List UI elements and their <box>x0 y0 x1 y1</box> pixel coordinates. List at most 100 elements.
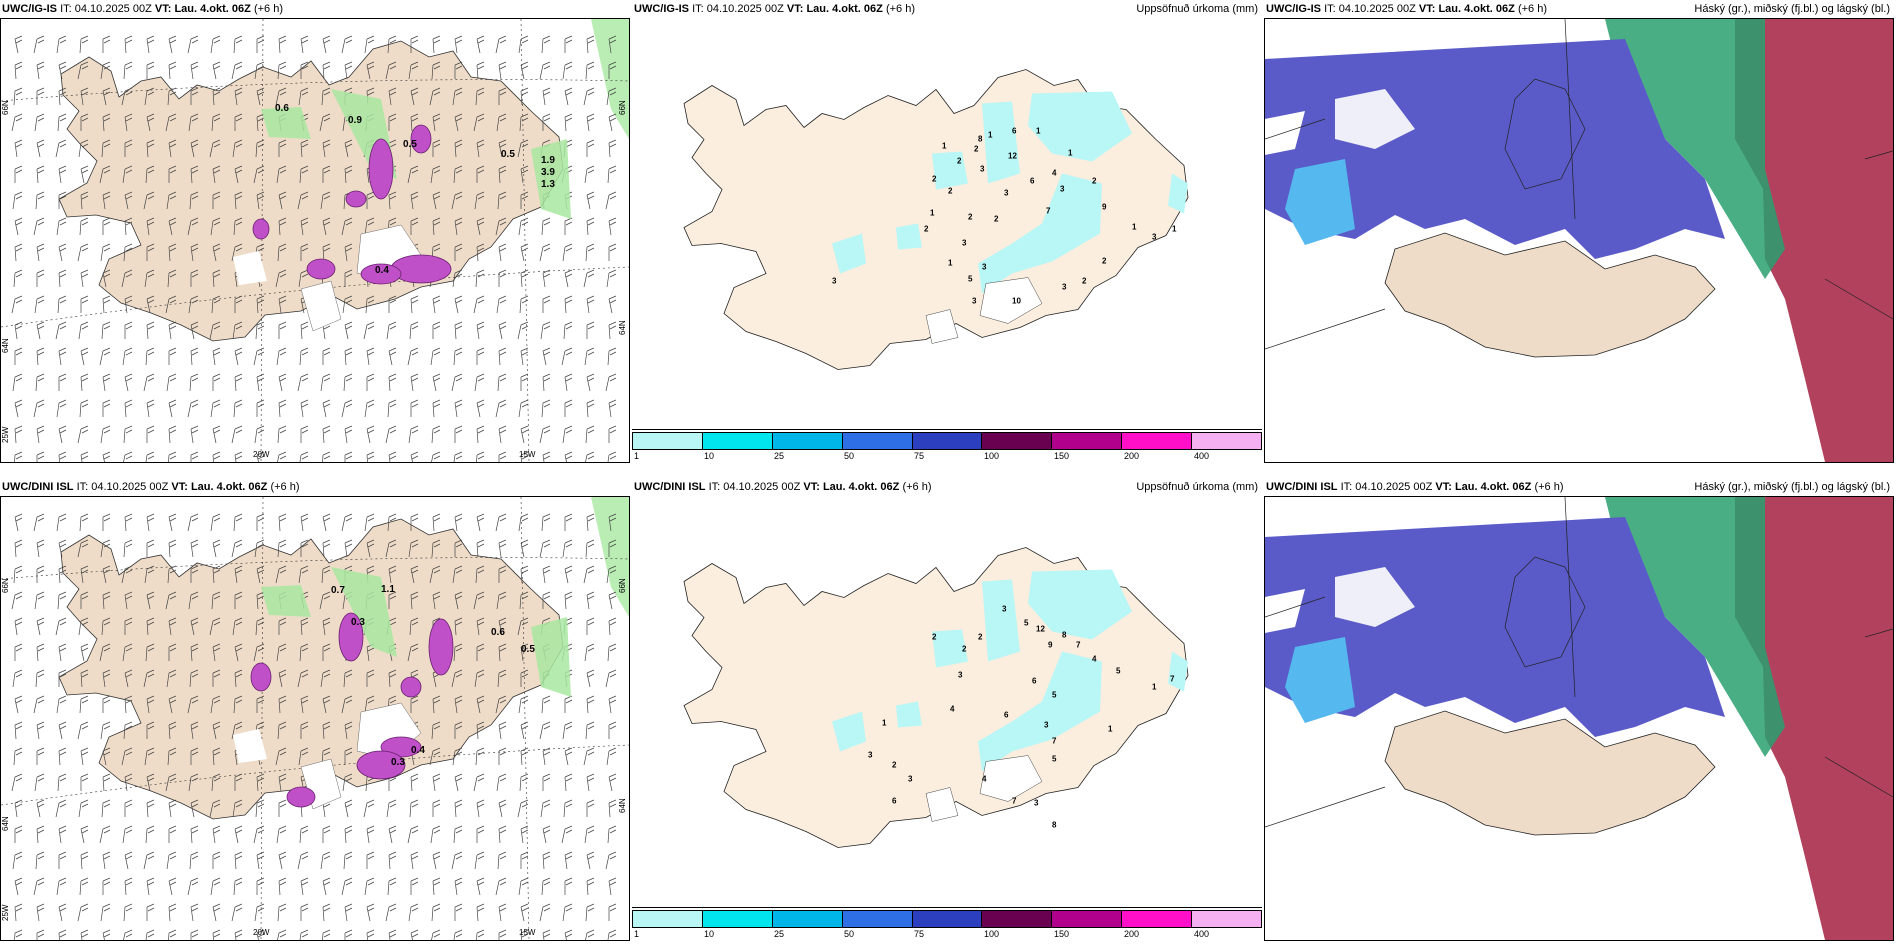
snow-blob <box>400 676 422 698</box>
wind-barb <box>407 347 419 366</box>
wind-barb <box>124 217 133 236</box>
wind-barb <box>564 113 573 132</box>
wind-barb <box>124 139 133 157</box>
wind-barb <box>410 851 419 870</box>
wind-barb <box>278 217 287 236</box>
wind-barb <box>212 425 221 444</box>
wind-barb <box>520 747 529 766</box>
precip-value: 12 <box>1008 152 1017 161</box>
precip-value: 3 <box>982 263 987 272</box>
wind-barb <box>300 139 309 158</box>
wind-barb <box>496 591 507 610</box>
wind-barb <box>146 217 155 236</box>
precip-value: 3 <box>1002 605 1007 614</box>
wind-barb <box>124 799 133 817</box>
wind-barb <box>430 165 441 184</box>
wind-barb <box>190 747 199 765</box>
wind-barb <box>256 773 265 792</box>
vt-value: Lau. 4.okt. 06Z <box>822 481 900 493</box>
wind-barb <box>190 347 199 366</box>
wind-barb <box>519 591 529 610</box>
wind-barb <box>344 903 353 922</box>
wind-barb <box>322 539 331 558</box>
wind-barb <box>474 851 485 870</box>
wind-barb <box>475 565 485 584</box>
wind-barb <box>58 61 67 80</box>
wind-barb <box>322 347 331 365</box>
wind-barb <box>212 825 221 844</box>
wind-barb <box>231 721 243 740</box>
wind-barb <box>475 747 485 766</box>
precip-value: 3 <box>1044 721 1049 730</box>
wind-barb <box>14 321 23 340</box>
wind-barb <box>212 851 221 869</box>
wind-barb <box>234 165 243 184</box>
wind-barb <box>211 591 221 610</box>
wind-barb <box>36 903 45 922</box>
wind-barb <box>322 721 331 740</box>
wind-barb <box>58 87 67 106</box>
wind-barb <box>55 321 67 340</box>
wind-barb <box>386 321 397 340</box>
wind-barb <box>36 347 45 366</box>
wind-barb <box>586 321 595 339</box>
wind-barb <box>299 825 309 844</box>
wind-barb <box>564 851 573 870</box>
wind-barb <box>476 799 485 818</box>
wind-barb <box>498 903 507 922</box>
wind-barb <box>256 451 265 462</box>
wind-barb <box>77 721 89 740</box>
wind-barb <box>58 669 67 687</box>
wind-barb <box>300 513 309 532</box>
precip-value: 6 <box>1004 711 1009 720</box>
wind-barb <box>56 35 67 54</box>
wind-barb <box>278 513 287 532</box>
precip-value: 2 <box>968 213 973 222</box>
wind-barb <box>432 851 441 870</box>
cloud-map-svg <box>1265 497 1893 940</box>
wind-barb <box>476 425 485 444</box>
wind-barb <box>234 851 243 870</box>
wind-barb <box>278 35 287 54</box>
wind-barb <box>605 373 617 392</box>
wind-barb <box>212 643 221 662</box>
lat-66-label: 66N <box>1 100 10 115</box>
wind-barb <box>231 903 243 922</box>
wind-barb <box>14 243 23 262</box>
it-value: 04.10.2025 00Z <box>1355 481 1433 493</box>
wind-barb <box>453 165 463 184</box>
precip-value: 1 <box>1108 725 1113 734</box>
wind-barb <box>58 451 67 462</box>
snow-amount-label: 0.6 <box>491 627 505 638</box>
wind-barb <box>102 877 111 895</box>
wind-barb <box>100 425 111 444</box>
wind-barb <box>498 347 507 366</box>
precip-value: 3 <box>980 165 985 174</box>
wind-barb <box>432 773 441 792</box>
wind-barb <box>58 165 67 184</box>
legend-swatch <box>982 911 1053 927</box>
wind-barb <box>564 929 573 940</box>
wind-barb <box>366 539 375 558</box>
lead-time: (+6 h) <box>1534 481 1564 493</box>
wind-barb <box>541 695 551 714</box>
wind-barb <box>341 513 353 532</box>
wind-barb <box>300 399 309 418</box>
legend-tick-label: 150 <box>1054 451 1070 461</box>
wind-barb <box>606 565 617 584</box>
panel-header: UWC/IG-IS IT: 04.10.2025 00Z VT: Lau. 4.… <box>632 0 1262 18</box>
wind-barb <box>123 721 133 740</box>
wind-barb <box>211 113 221 132</box>
precip-value: 6 <box>1032 677 1037 686</box>
wind-barb <box>234 565 243 584</box>
wind-barb <box>541 35 551 54</box>
wind-barb <box>168 35 177 54</box>
wind-barb <box>102 373 111 392</box>
lat-65-right-label: 66N <box>618 100 627 115</box>
wind-barb <box>498 61 507 80</box>
wind-barb <box>344 243 353 262</box>
wind-barb <box>277 721 287 740</box>
wind-barb <box>14 721 23 740</box>
wind-barb <box>146 113 155 132</box>
